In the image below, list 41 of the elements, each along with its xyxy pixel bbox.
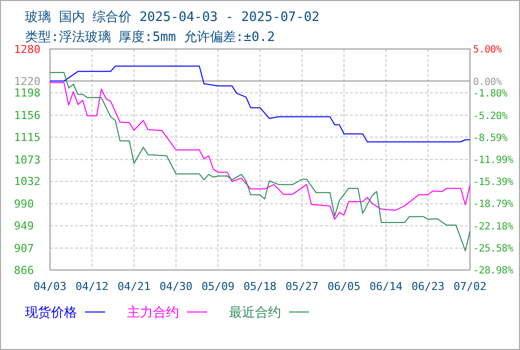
y-tick-label: 1280 [14, 42, 40, 56]
legend-label: 最近合约 [229, 306, 281, 321]
y-tick-label: 1220 [14, 74, 40, 88]
y-tick-label: 949 [14, 220, 34, 233]
x-tick-label: 05/18 [243, 280, 277, 293]
y2-tick-label: -1.80% [473, 88, 508, 100]
x-tick-label: 04/03 [33, 280, 67, 293]
chart-subtitle: 类型:浮法玻璃 厚度:5mm 允许偏差:±0.2 [25, 29, 275, 45]
y2-tick-label: -15.39% [473, 177, 514, 188]
x-tick-label: 04/30 [159, 280, 193, 293]
x-tick-label: 04/21 [117, 280, 151, 293]
line-series [50, 66, 470, 142]
y2-tick-label: 5.00% [473, 44, 502, 56]
y2-tick-label: -5.20% [473, 110, 508, 122]
x-tick-label: 05/09 [201, 280, 235, 293]
x-tick-label: 06/23 [411, 280, 445, 293]
y2-tick-label: -18.79% [473, 199, 514, 210]
y-tick-label: 1073 [14, 153, 40, 166]
line-series [50, 82, 470, 220]
x-tick-label: 07/02 [453, 280, 487, 293]
y2-tick-label: -22.18% [473, 221, 514, 232]
chart-title: 玻璃 国内 综合价 2025-04-03 - 2025-07-02 [25, 10, 320, 25]
y2-tick-label: -28.98% [473, 266, 514, 276]
y-tick-label: 1032 [14, 175, 40, 188]
x-tick-label: 06/05 [327, 280, 361, 293]
line-series [50, 72, 470, 252]
y-tick-label: 1198 [14, 86, 40, 100]
y-tick-label: 1156 [14, 109, 40, 122]
y2-tick-label: 0.00% [473, 77, 502, 88]
y2-tick-label: -25.58% [473, 243, 514, 254]
y2-tick-label: -11.99% [473, 155, 514, 166]
y-tick-label: 866 [14, 264, 34, 277]
legend-label: 现货价格 [25, 306, 77, 321]
y-tick-label: 990 [14, 198, 34, 211]
x-tick-label: 04/12 [75, 280, 109, 293]
x-tick-label: 06/14 [369, 280, 403, 293]
y-tick-label: 907 [14, 242, 34, 255]
y2-tick-label: -8.59% [473, 132, 508, 144]
y-tick-label: 1115 [14, 130, 40, 144]
legend-label: 主力合约 [127, 304, 179, 321]
x-tick-label: 05/27 [285, 280, 319, 293]
